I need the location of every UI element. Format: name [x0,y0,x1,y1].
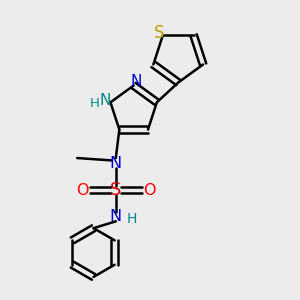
Text: N: N [99,93,111,108]
Text: H: H [90,97,100,110]
Text: N: N [110,209,122,224]
Text: O: O [76,183,89,198]
Text: N: N [130,74,142,89]
Text: O: O [143,183,155,198]
Text: H: H [127,212,137,226]
Text: N: N [110,156,122,171]
Text: S: S [110,181,122,199]
Text: S: S [154,24,164,42]
